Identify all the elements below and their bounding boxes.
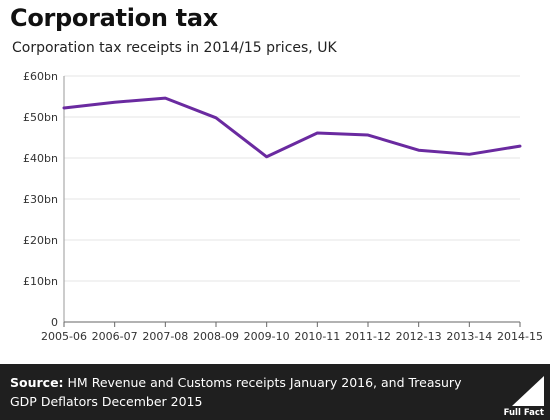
- x-tick-label: 2007-08: [142, 330, 188, 343]
- source-label: Source:: [10, 375, 64, 390]
- data-point: [366, 133, 370, 137]
- line-chart: 0 £10bn £20bn £30bn £40bn £50bn £60bn 2005-06 20…: [23, 70, 543, 343]
- chart-subtitle: Corporation tax receipts in 2014/15 pric…: [12, 40, 337, 56]
- x-tick-label: 2013-14: [446, 330, 492, 343]
- data-point: [468, 153, 471, 156]
- x-tick-label: 2014-15: [497, 330, 543, 343]
- x-tick-label: 2009-10: [244, 330, 290, 343]
- source-footer: Source: HM Revenue and Customs receipts …: [0, 364, 550, 420]
- x-tick-label: 2012-13: [396, 330, 442, 343]
- y-tick-label: £50bn: [23, 111, 58, 124]
- y-tick-label: £60bn: [23, 70, 58, 83]
- data-point: [113, 101, 116, 104]
- series-line: [62, 96, 522, 159]
- full-fact-logo-icon: [512, 376, 544, 406]
- y-tick-label: £10bn: [23, 275, 58, 288]
- x-tick-label: 2006-07: [92, 330, 138, 343]
- chart-title: Corporation tax: [10, 4, 218, 32]
- y-tick-label: £30bn: [23, 193, 58, 206]
- y-tick-label: £20bn: [23, 234, 58, 247]
- y-tick-label: £40bn: [23, 152, 58, 165]
- x-tick-label: 2008-09: [193, 330, 239, 343]
- x-tick-label: 2010-11: [294, 330, 340, 343]
- x-tick-label: 2011-12: [345, 330, 391, 343]
- data-point: [265, 155, 268, 158]
- source-text: HM Revenue and Customs receipts January …: [10, 375, 462, 409]
- data-point: [518, 144, 522, 148]
- data-point: [164, 96, 167, 100]
- y-tick-label: 0: [51, 316, 58, 329]
- data-point: [214, 116, 218, 120]
- data-point: [62, 106, 66, 110]
- x-tick-label: 2005-06: [41, 330, 87, 343]
- data-point: [417, 149, 420, 152]
- source-note: Source: HM Revenue and Customs receipts …: [10, 373, 490, 411]
- data-point: [316, 131, 319, 135]
- full-fact-logo-text: Full Fact: [503, 408, 544, 418]
